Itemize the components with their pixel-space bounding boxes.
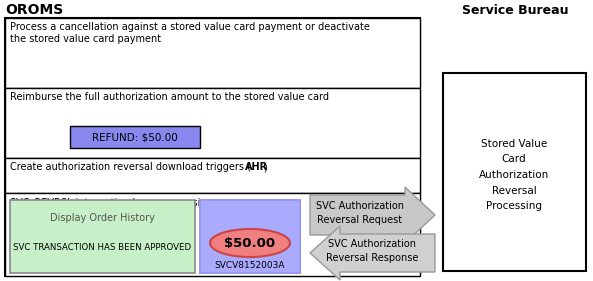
Text: SVC_REVRSL integration layer processing: SVC_REVRSL integration layer processing: [10, 197, 213, 208]
Text: Stored Value
Card
Authorization
Reversal
Processing: Stored Value Card Authorization Reversal…: [479, 139, 549, 211]
Polygon shape: [310, 187, 435, 243]
Text: Process a cancellation against a stored value card payment or deactivate
the sto: Process a cancellation against a stored …: [10, 22, 370, 44]
Text: OROMS: OROMS: [5, 3, 63, 17]
Bar: [5, 18, 420, 276]
Text: SVC Authorization
Reversal Response: SVC Authorization Reversal Response: [326, 239, 418, 263]
Text: $50.00: $50.00: [224, 237, 276, 250]
Text: Service Bureau: Service Bureau: [462, 4, 568, 17]
Polygon shape: [310, 226, 435, 280]
Bar: [200, 200, 300, 273]
Text: Display Order History: Display Order History: [50, 213, 154, 223]
Bar: [5, 88, 420, 158]
Bar: [5, 18, 420, 88]
Text: ): ): [263, 162, 267, 172]
Text: SVC TRANSACTION HAS BEEN APPROVED: SVC TRANSACTION HAS BEEN APPROVED: [13, 244, 191, 253]
Text: REFUND: $50.00: REFUND: $50.00: [92, 132, 178, 142]
Bar: [443, 73, 586, 271]
Ellipse shape: [210, 229, 290, 257]
Text: Create authorization reversal download triggers (: Create authorization reversal download t…: [10, 162, 251, 172]
Bar: [70, 126, 200, 148]
Text: AHR: AHR: [245, 162, 268, 172]
Text: SVC Authorization
Reversal Request: SVC Authorization Reversal Request: [316, 201, 404, 225]
Text: SVCV8152003A: SVCV8152003A: [215, 260, 285, 269]
Bar: [10, 200, 195, 273]
Text: Reimburse the full authorization amount to the stored value card: Reimburse the full authorization amount …: [10, 92, 329, 102]
Bar: [5, 158, 420, 193]
Bar: [5, 193, 420, 276]
